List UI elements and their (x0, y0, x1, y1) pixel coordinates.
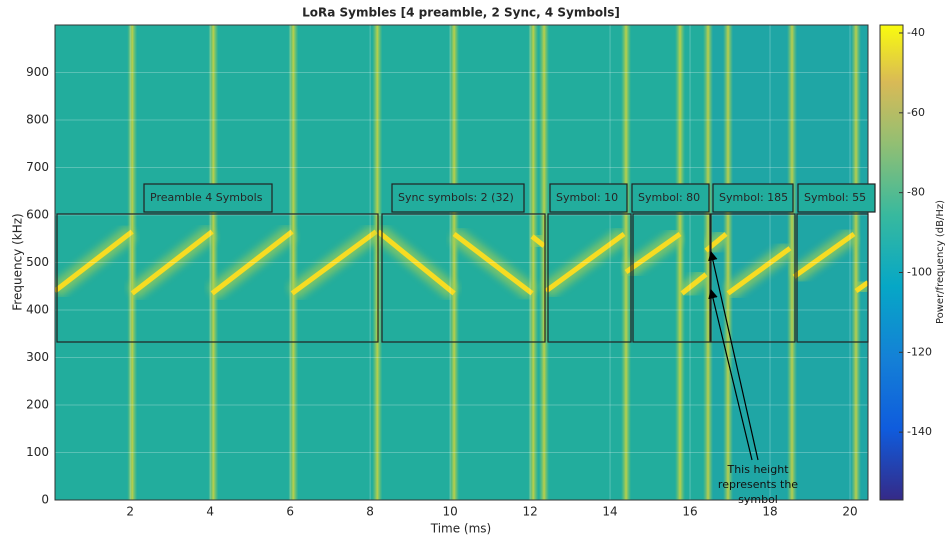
x-tick-label: 4 (206, 505, 214, 519)
x-axis-label: Time (ms) (430, 522, 492, 536)
annotation: This height represents the symbol (717, 463, 799, 506)
x-tick-label: 12 (522, 505, 537, 519)
box-label: Sync symbols: 2 (32) (398, 191, 514, 204)
y-tick-label: 500 (26, 255, 49, 269)
x-tick-label: 2 (126, 505, 134, 519)
transient-band (372, 25, 383, 500)
box-label: Symbol: 55 (804, 191, 866, 204)
colorbar (879, 24, 904, 501)
chirp (130, 229, 214, 296)
y-tick-label: 300 (26, 350, 49, 364)
chirp (854, 280, 868, 294)
chart-title: LoRa Symbles [4 preamble, 2 Sync, 4 Symb… (302, 6, 620, 20)
transient-band (703, 25, 714, 500)
y-tick-label: 200 (26, 398, 49, 412)
transient-band (127, 25, 138, 500)
label-box (631, 183, 710, 213)
colorbar-tick-label: -140 (907, 425, 932, 438)
transient-band (539, 25, 550, 500)
label-box (143, 183, 273, 213)
chirp (55, 229, 134, 293)
y-tick-label: 700 (26, 160, 49, 174)
x-tick-label: 6 (286, 505, 294, 519)
colorbar-label: Power/frequency (dB/Hz) (935, 200, 946, 324)
chirp (544, 231, 626, 294)
box-label: Symbol: 185 (719, 191, 788, 204)
y-tick-label: 100 (26, 445, 49, 459)
y-axis-label: Frequency (kHz) (11, 213, 25, 310)
box-label: Symbol: 10 (556, 191, 618, 204)
x-tick-label: 8 (366, 505, 374, 519)
symbol-box (547, 213, 632, 343)
box-label: Preamble 4 Symbols (150, 191, 263, 204)
y-tick-label: 0 (41, 493, 49, 507)
chirp (376, 229, 456, 296)
chirp (210, 229, 294, 296)
y-tick-label: 400 (26, 303, 49, 317)
transient-band (208, 25, 219, 500)
colorbar-tick-label: -80 (907, 186, 925, 199)
transient-band (449, 25, 460, 500)
chirp (290, 229, 378, 296)
label-box (797, 183, 876, 213)
label-box (549, 183, 628, 213)
symbol-box (710, 213, 796, 343)
transient-band (723, 25, 734, 500)
label-box (712, 183, 794, 213)
chirp (530, 234, 546, 248)
arrow (708, 250, 759, 461)
chirp (726, 246, 792, 296)
label-box (391, 183, 525, 213)
y-tick-label: 900 (26, 65, 49, 79)
colorbar-tick-label: -120 (907, 345, 932, 358)
x-tick-label: 20 (842, 505, 857, 519)
chirp (452, 232, 534, 296)
y-tick-label: 800 (26, 113, 49, 127)
colorbar-tick-label: -100 (907, 265, 932, 278)
arrow (708, 288, 753, 461)
transient-band (288, 25, 299, 500)
x-tick-label: 10 (442, 505, 457, 519)
chirp (792, 231, 856, 279)
symbol-box (796, 213, 869, 343)
symbol-box (632, 213, 711, 343)
transient-band (528, 25, 539, 500)
transient-band (787, 25, 798, 500)
plot-content (55, 25, 868, 500)
x-tick-label: 16 (682, 505, 697, 519)
symbol-box (381, 213, 546, 343)
chirp (704, 232, 728, 253)
transient-band (675, 25, 686, 500)
colorbar-tick-label: -40 (907, 26, 925, 39)
x-tick-label: 18 (762, 505, 777, 519)
x-tick-label: 14 (602, 505, 617, 519)
transient-band (851, 25, 862, 500)
colorbar-tick-label: -60 (907, 106, 925, 119)
box-label: Symbol: 80 (638, 191, 700, 204)
chirp (624, 231, 682, 275)
chirp (680, 272, 708, 296)
symbol-box (56, 213, 379, 343)
y-tick-label: 600 (26, 208, 49, 222)
